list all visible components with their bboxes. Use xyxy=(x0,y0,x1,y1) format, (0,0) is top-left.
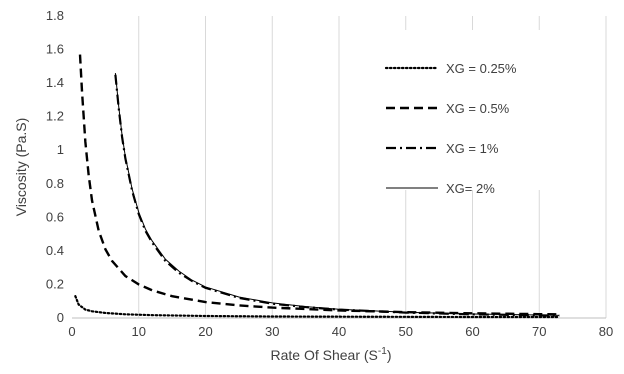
x-tick-label: 70 xyxy=(532,324,546,339)
x-tick-label: 0 xyxy=(68,324,75,339)
series-line-1 xyxy=(74,295,561,319)
legend-box xyxy=(380,30,560,190)
series-line-4 xyxy=(114,72,560,316)
legend-label-3: XG = 1% xyxy=(446,141,499,156)
x-axis-title-sup: -1 xyxy=(378,346,387,357)
x-tick-label: 10 xyxy=(132,324,146,339)
x-axis-title: Rate Of Shear (S-1) xyxy=(271,346,392,363)
series-group xyxy=(74,54,561,319)
y-tick-label: 0.8 xyxy=(46,176,64,191)
x-axis-title-close: ) xyxy=(387,347,392,363)
y-tick-label: 0.2 xyxy=(46,276,64,291)
x-axis-title-main: Rate Of Shear (S xyxy=(271,347,378,363)
y-axis-title: Viscosity (Pa.S) xyxy=(13,118,29,217)
legend-label-2: XG = 0.5% xyxy=(446,101,510,116)
y-tick-label: 1.2 xyxy=(46,109,64,124)
x-tick-label: 40 xyxy=(332,324,346,339)
legend: XG = 0.25% XG = 0.5% XG = 1% XG= 2% xyxy=(380,30,560,196)
legend-label-1: XG = 0.25% xyxy=(446,61,517,76)
y-tick-label: 0.4 xyxy=(46,243,64,258)
y-tick-label: 1 xyxy=(57,142,64,157)
x-tick-label: 80 xyxy=(599,324,613,339)
y-tick-label: 0.6 xyxy=(46,209,64,224)
x-tick-label: 50 xyxy=(399,324,413,339)
axes: 0 10 20 30 40 50 60 70 80 0 0.2 0.4 0.6 0.8 1 1.2 1.4 1.6… xyxy=(46,8,613,339)
x-tick-label: 30 xyxy=(265,324,279,339)
y-tick-label: 1.8 xyxy=(46,8,64,23)
y-tick-label: 1.6 xyxy=(46,42,64,57)
y-tick-label: 0 xyxy=(57,310,64,325)
x-tick-label: 60 xyxy=(465,324,479,339)
legend-label-4: XG= 2% xyxy=(446,181,495,196)
y-tick-label: 1.4 xyxy=(46,75,64,90)
x-tick-label: 20 xyxy=(198,324,212,339)
